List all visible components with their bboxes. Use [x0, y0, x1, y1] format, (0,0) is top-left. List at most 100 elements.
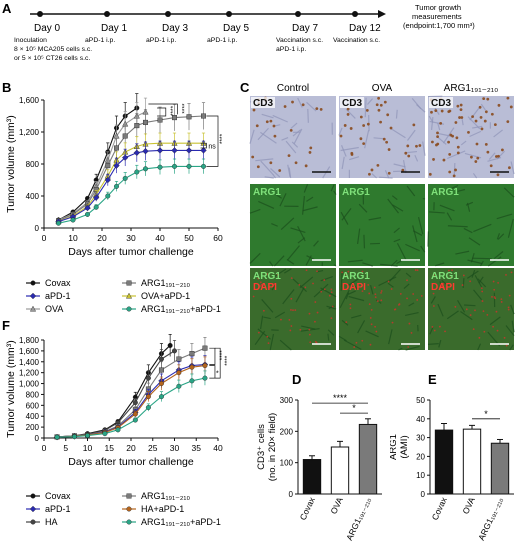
tissue-texture	[398, 347, 403, 351]
dapi-nucleus	[492, 280, 495, 283]
tissue-texture	[461, 119, 464, 126]
cd3-stained-cell	[479, 115, 483, 119]
dapi-nucleus	[497, 282, 500, 284]
dapi-nucleus	[444, 330, 446, 333]
tissue-texture	[293, 128, 303, 144]
timeline-dot-1	[104, 11, 110, 17]
tissue-texture	[281, 136, 289, 141]
dapi-nucleus	[323, 288, 326, 291]
tissue-texture	[468, 237, 481, 246]
dapi-nucleus	[469, 314, 472, 316]
significance-brackets: *********	[209, 347, 231, 379]
dapi-nucleus	[328, 294, 331, 297]
dapi-nucleus	[309, 341, 312, 344]
legend-item-ova-apd-1: OVA+aPD-1	[122, 291, 190, 301]
cd3-stained-cell	[483, 119, 487, 123]
tissue-texture	[493, 129, 503, 138]
tissue-texture	[446, 212, 453, 221]
y-tick-label: 0	[35, 224, 40, 233]
dapi-nucleus	[280, 318, 282, 321]
cd3-stained-cell	[309, 146, 313, 150]
cd3-stained-cell	[389, 126, 393, 130]
dapi-nucleus	[433, 329, 436, 332]
legend-marker	[126, 306, 132, 312]
tissue-texture	[507, 218, 514, 238]
cd3-stained-cell	[273, 134, 277, 138]
legend-label: Covax	[45, 278, 71, 288]
tissue-texture	[379, 176, 393, 179]
tissue-texture	[489, 316, 501, 326]
significance-label: *	[352, 403, 356, 413]
legend-marker	[30, 519, 36, 525]
tissue-texture	[273, 255, 285, 267]
dapi-nucleus	[472, 328, 475, 330]
tissue-texture	[249, 208, 261, 214]
tissue-texture	[393, 163, 406, 168]
data-point	[176, 356, 182, 362]
data-point	[145, 405, 151, 411]
cd3-stained-cell	[383, 100, 387, 104]
data-point	[122, 154, 129, 161]
micrograph-row2-col1: ARG1	[249, 184, 337, 267]
timeline-event: Vaccination s.c.	[333, 37, 380, 44]
stain-label-dapi: DAPI	[431, 282, 455, 293]
tissue-texture	[422, 141, 426, 156]
cd3-stained-cell	[474, 160, 478, 163]
legend-item-apd-1: aPD-1	[26, 291, 71, 301]
dapi-nucleus	[414, 269, 417, 271]
dapi-nucleus	[416, 269, 419, 272]
cd3-stained-cell	[480, 127, 484, 131]
dapi-nucleus	[448, 269, 450, 272]
data-point	[156, 147, 164, 154]
tissue-texture	[279, 339, 292, 351]
tissue-texture	[340, 270, 343, 291]
tissue-texture	[469, 130, 482, 138]
timeline-dot-3	[226, 11, 232, 17]
series-arg1	[54, 337, 208, 440]
dapi-nucleus	[376, 300, 379, 302]
tissue-texture	[473, 223, 492, 233]
x-tick-label: 5	[63, 443, 68, 453]
legend-marker	[29, 305, 37, 312]
cd3-stained-cell	[470, 155, 473, 159]
dapi-nucleus	[262, 309, 265, 312]
dapi-nucleus	[510, 271, 513, 274]
data-point	[93, 204, 99, 210]
legend-item-covax: Covax	[26, 491, 71, 501]
cd3-stained-cell	[448, 152, 452, 156]
tissue-texture	[302, 206, 318, 212]
stain-label-arg1: ARG1	[253, 271, 281, 282]
legend-marker	[126, 506, 132, 512]
x-tick-label: 25	[148, 443, 158, 453]
tissue-texture	[347, 276, 362, 287]
cd3-stained-cell	[339, 134, 343, 138]
cd3-stained-cell	[343, 124, 347, 127]
tissue-texture	[384, 170, 390, 179]
tissue-texture	[290, 122, 298, 129]
tissue-texture	[330, 184, 335, 192]
data-point	[200, 113, 206, 119]
tissue-texture	[313, 283, 329, 298]
data-point	[132, 411, 138, 417]
cd3-stained-cell	[401, 168, 405, 172]
tissue-texture	[306, 101, 317, 112]
cd3-stained-cell	[454, 168, 457, 172]
series-line	[57, 363, 205, 438]
cd3-stained-cell	[458, 116, 461, 119]
tissue-texture	[313, 240, 319, 247]
y-tick-label: 1,600	[19, 347, 40, 356]
timeline-event: 8 × 10⁵ MCA205 cells s.c.	[14, 46, 92, 53]
dapi-nucleus	[314, 320, 316, 323]
cd3-stained-cell	[476, 156, 480, 160]
y-tick-label: 1,600	[19, 96, 40, 105]
dapi-nucleus	[374, 293, 377, 296]
tissue-texture	[347, 259, 363, 263]
cd3-stained-cell	[265, 120, 269, 124]
cd3-stained-cell	[289, 128, 293, 132]
x-tick-label: 0	[42, 233, 47, 243]
significance-brackets: ns**** ********	[148, 103, 226, 167]
legend-marker	[126, 493, 132, 499]
x-tick-label: 30	[170, 443, 180, 453]
